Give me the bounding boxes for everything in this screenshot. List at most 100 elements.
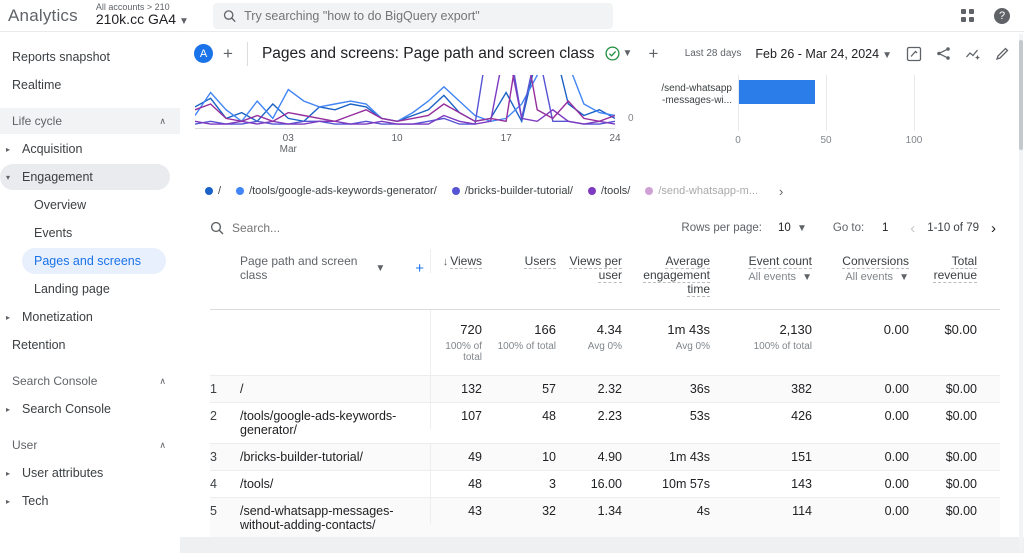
bar-x-tick: 50 [820,135,832,146]
apps-grid-icon[interactable] [961,9,974,22]
share-icon[interactable] [936,46,951,61]
header-users[interactable]: Users [524,254,556,268]
table-row: 3 /bricks-builder-tutorial/ 49 10 4.90 1… [210,443,1000,470]
date-range-picker[interactable]: Feb 26 - Mar 24, 2024 ▼ [755,46,892,61]
row-views: 132 [430,376,488,402]
legend-label: /tools/google-ads-keywords-generator/ [249,185,437,197]
sidebar-item-overview[interactable]: Overview [34,198,87,212]
line-chart-svg [195,75,615,125]
insights-icon[interactable] [965,46,981,62]
header-event-count[interactable]: Event count All events ▼ [716,249,818,288]
sidebar-item-acquisition[interactable]: ▸ Acquisition [6,142,83,156]
total-views-per-user: 4.34 Avg 0% [587,322,622,352]
report-header: A + Pages and screens: Page path and scr… [180,32,1024,75]
collapse-icon: ∧ [159,439,166,450]
table-row: 4 /tools/ 48 3 16.00 10m 57s 143 0.00 $0… [210,470,1000,497]
sidebar-item-engagement[interactable]: ▾ Engagement [0,164,170,190]
header-views-per-user[interactable]: Views per user [569,254,622,282]
add-dimension-button[interactable]: + [415,259,424,277]
total-avg-engagement: 1m 43s Avg 0% [667,322,710,352]
customize-report-pencil-icon[interactable] [995,46,1010,61]
sidebar-item-reports-snapshot[interactable]: Reports snapshot [12,50,110,64]
row-total-revenue: $0.00 [945,504,977,518]
bar-x-tick: 0 [735,135,741,146]
legend-more-chevron-icon[interactable]: › [779,183,784,199]
page-background-strip [180,537,1024,553]
views-over-time-line-chart [195,75,615,129]
chevron-down-icon: ▼ [802,272,812,283]
x-tick: 17 [500,133,512,144]
row-event-count: 114 [792,504,812,518]
sidebar-item-landing-page[interactable]: Landing page [34,282,110,296]
legend-item[interactable]: /tools/google-ads-keywords-generator/ [236,185,437,197]
legend-item[interactable]: /bricks-builder-tutorial/ [451,185,573,197]
sidebar-item-pages-and-screens[interactable]: Pages and screens [22,248,166,274]
goto-page-input[interactable] [872,222,899,234]
sidebar-item-monetization[interactable]: ▸ Monetization [6,310,93,324]
legend-dot-icon [451,187,460,195]
sidebar-item-realtime[interactable]: Realtime [12,78,62,92]
legend-item[interactable]: /send-whatsapp-m... [645,185,758,197]
divider [246,41,248,66]
line-series-0 [195,75,615,124]
legend-dot-icon [587,187,596,195]
report-title: Pages and screens: Page path and screen … [261,44,595,62]
report-main: A + Pages and screens: Page path and scr… [180,32,1024,553]
row-conversions: 0.00 [884,382,909,396]
legend-item[interactable]: / [205,185,221,197]
x-tick: 03 Mar [279,133,297,155]
row-views: 48 [430,471,488,497]
row-total-revenue: $0.00 [945,477,977,491]
header-avg-engagement-time[interactable]: Average engagement time [643,254,710,296]
conversions-filter[interactable]: All events ▼ [845,271,909,283]
global-search-input[interactable] [244,8,603,23]
sidebar-item-retention[interactable]: Retention [12,338,66,352]
vertical-scrollbar[interactable] [1019,34,1023,551]
sidebar-item-search-console[interactable]: ▸ Search Console [6,402,111,416]
row-views-per-user: 16.00 [590,477,622,491]
row-conversions: 0.00 [884,504,909,518]
row-index: 4 [210,477,217,491]
table-search[interactable] [210,221,372,235]
account-switcher[interactable]: All accounts > 210 210k.cc GA4 ▼ [96,2,189,29]
scrollbar-thumb[interactable] [1019,40,1023,150]
table-header-row: Page path and screen class ▼ + ↓ Views Us… [210,249,1000,310]
search-icon [223,9,236,22]
x-tick: 10 [391,133,403,144]
help-icon[interactable]: ? [994,7,1010,24]
sidebar-section-search-console[interactable]: Search Console ∧ [12,374,166,388]
row-avg-engagement: 36s [689,382,710,396]
account-name: 210k.cc GA4 ▼ [95,11,189,28]
report-state-chevron-icon[interactable]: ▼ [622,48,633,59]
sidebar-item-tech[interactable]: ▸ Tech [6,494,49,508]
sidebar-section-user[interactable]: User ∧ [12,438,166,452]
legend-item[interactable]: /tools/ [587,185,630,197]
row-views-per-user: 4.90 [597,450,622,464]
rows-per-page-select[interactable]: 10 ▼ [777,222,807,234]
table-search-input[interactable] [232,221,372,235]
row-page-path: /send-whatsapp-messages-without-adding-c… [240,504,394,532]
event-count-filter[interactable]: All events ▼ [748,271,812,283]
report-collection-badge[interactable]: A [194,44,213,63]
header-total-revenue[interactable]: Total revenue [933,254,977,282]
chart-legend: / /tools/google-ads-keywords-generator/ … [205,181,1024,201]
add-comparison-button[interactable]: + [648,43,659,63]
expand-arrow-icon: ▸ [6,144,11,154]
date-preset-label: Last 28 days [684,48,742,59]
prev-page-icon[interactable]: ‹ [910,219,916,237]
header-views[interactable]: ↓ Views [430,249,488,273]
add-report-button[interactable]: + [223,43,233,63]
sidebar-item-events[interactable]: Events [34,226,73,240]
edit-comparisons-icon[interactable] [906,46,922,62]
row-event-count: 426 [791,409,812,423]
next-page-icon[interactable]: › [991,219,996,237]
dimension-header[interactable]: Page path and screen class ▼ + [240,254,424,282]
row-event-count: 382 [791,382,812,396]
sidebar-section-life-cycle[interactable]: Life cycle ∧ [0,108,180,134]
header-conversions[interactable]: Conversions All events ▼ [818,249,915,288]
row-views-per-user: 1.34 [597,504,622,518]
saved-check-icon[interactable] [604,46,620,61]
global-search[interactable] [212,2,613,29]
expand-arrow-icon: ▸ [6,404,11,414]
sidebar-item-user-attributes[interactable]: ▸ User attributes [6,466,104,480]
